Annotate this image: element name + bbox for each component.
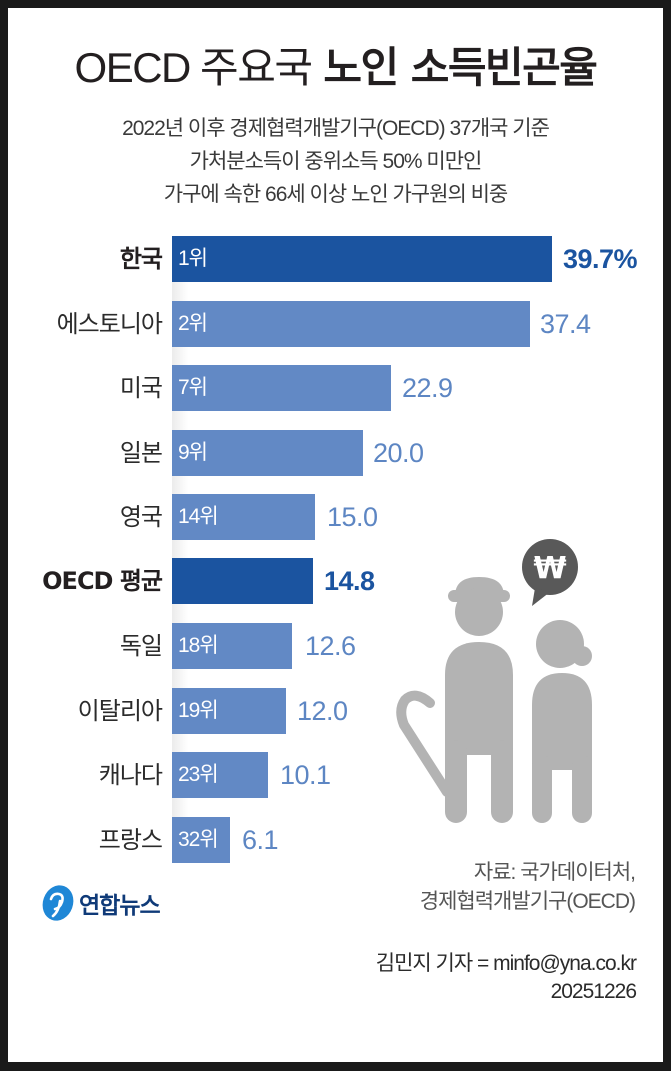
bar-row-uk: 영국 14위 15.0 <box>0 494 671 540</box>
bar <box>172 752 268 798</box>
bar-value: 10.1 <box>280 760 331 790</box>
bar-rank: 1위 <box>178 247 208 270</box>
bar <box>172 494 315 540</box>
bar-row-oecd-average: OECD 평균 14.8 <box>0 558 671 604</box>
source-line-2: 경제협력개발기구(OECD) <box>419 890 636 913</box>
bar-value: 12.6 <box>305 631 356 661</box>
bar <box>172 817 230 863</box>
publish-date: 20251226 <box>550 980 637 1003</box>
bar-rank: 18위 <box>178 634 219 657</box>
logo-text: 연합뉴스 <box>79 893 161 919</box>
bar-rank: 9위 <box>178 441 208 464</box>
bar-label: 일본 <box>119 439 163 467</box>
bar-row-korea: 한국 1위 39.7% <box>0 236 671 282</box>
bar-row-canada: 캐나다 23위 10.1 <box>0 752 671 798</box>
bar-value: 37.4 <box>540 309 591 339</box>
bar-label: 프랑스 <box>98 826 163 854</box>
subtitle-line-3: 가구에 속한 66세 이상 노인 가구원의 비중 <box>163 183 508 206</box>
bar <box>172 430 363 476</box>
yonhap-logo-icon <box>42 885 74 921</box>
chart-title: OECD 주요국 노인 소득빈곤율 <box>0 40 671 96</box>
svg-text:₩: ₩ <box>533 551 566 586</box>
bar <box>172 688 286 734</box>
bar-label: 에스토니아 <box>56 310 163 338</box>
bar-value: 14.8 <box>324 566 375 596</box>
source-note: 자료: 국가데이터처, 경제협력개발기구(OECD) <box>419 858 636 916</box>
bar-label: 독일 <box>119 632 163 660</box>
subtitle-line-1: 2022년 이후 경제협력개발기구(OECD) 37개국 기준 <box>122 117 550 140</box>
reporter-credit: 김민지 기자 = minfo@yna.co.kr <box>375 952 637 975</box>
bar-row-estonia: 에스토니아 2위 37.4 <box>0 301 671 347</box>
bar-row-germany: 독일 18위 12.6 <box>0 623 671 669</box>
source-line-1: 자료: 국가데이터처, <box>473 861 636 884</box>
bar-value: 39.7% <box>563 244 638 274</box>
bar-rank: 14위 <box>178 505 219 528</box>
bar-label: 미국 <box>119 374 163 402</box>
bar <box>172 365 391 411</box>
bar-row-usa: 미국 7위 22.9 <box>0 365 671 411</box>
elderly-couple-icon: ₩ <box>380 520 640 860</box>
bar-value: 20.0 <box>373 438 424 468</box>
bar-value: 6.1 <box>242 825 279 855</box>
bar-label: 이탈리아 <box>77 697 163 725</box>
bar-label: OECD 평균 <box>42 567 163 595</box>
bar-value: 15.0 <box>327 502 378 532</box>
bar-rank: 32위 <box>178 828 219 851</box>
bar-value: 12.0 <box>297 696 348 726</box>
bar-label: 캐나다 <box>98 761 163 789</box>
bar-row-japan: 일본 9위 20.0 <box>0 430 671 476</box>
bar <box>172 558 313 604</box>
won-speech-bubble-icon: ₩ <box>522 539 578 606</box>
yonhap-logo: 연합뉴스 <box>40 880 161 926</box>
bar <box>172 623 292 669</box>
bar <box>172 236 552 282</box>
bar-row-italy: 이탈리아 19위 12.0 <box>0 688 671 734</box>
title-bold: 노인 소득빈곤율 <box>323 43 598 92</box>
bar-label: 영국 <box>119 503 163 531</box>
bar-value: 22.9 <box>402 373 453 403</box>
bar-label: 한국 <box>119 245 163 273</box>
bar-rank: 7위 <box>178 376 208 399</box>
chart-subtitle: 2022년 이후 경제협력개발기구(OECD) 37개국 기준 가처분소득이 중… <box>0 112 671 211</box>
credit: 김민지 기자 = minfo@yna.co.kr 20251226 <box>375 950 637 1006</box>
bar-rank: 19위 <box>178 699 219 722</box>
title-light: OECD 주요국 <box>74 44 313 91</box>
infographic-canvas <box>8 8 663 1062</box>
bar <box>172 301 530 347</box>
subtitle-line-2: 가처분소득이 중위소득 50% 미만인 <box>189 150 483 173</box>
bar-rank: 2위 <box>178 312 208 335</box>
bar-row-france: 프랑스 32위 6.1 <box>0 817 671 863</box>
bar-rank: 23위 <box>178 763 219 786</box>
